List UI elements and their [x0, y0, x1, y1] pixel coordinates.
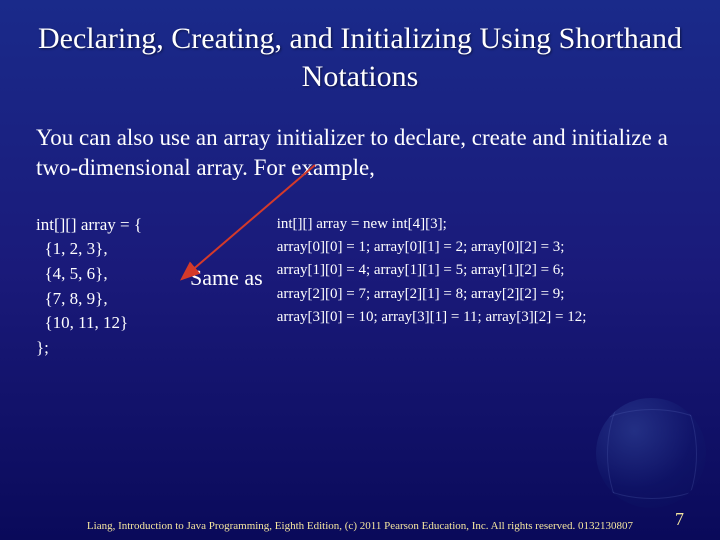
body-paragraph: You can also use an array initializer to… — [30, 123, 690, 183]
code-block-shorthand: int[][] array = { {1, 2, 3}, {4, 5, 6}, … — [36, 213, 176, 361]
globe-decoration — [596, 398, 706, 508]
page-number: 7 — [675, 509, 684, 530]
slide: Declaring, Creating, and Initializing Us… — [0, 0, 720, 540]
copyright-footer: Liang, Introduction to Java Programming,… — [0, 520, 720, 534]
same-as-label: Same as — [190, 265, 263, 291]
slide-title: Declaring, Creating, and Initializing Us… — [30, 20, 690, 95]
code-columns: int[][] array = { {1, 2, 3}, {4, 5, 6}, … — [30, 213, 690, 361]
code-block-expanded: int[][] array = new int[4][3]; array[0][… — [277, 213, 587, 329]
